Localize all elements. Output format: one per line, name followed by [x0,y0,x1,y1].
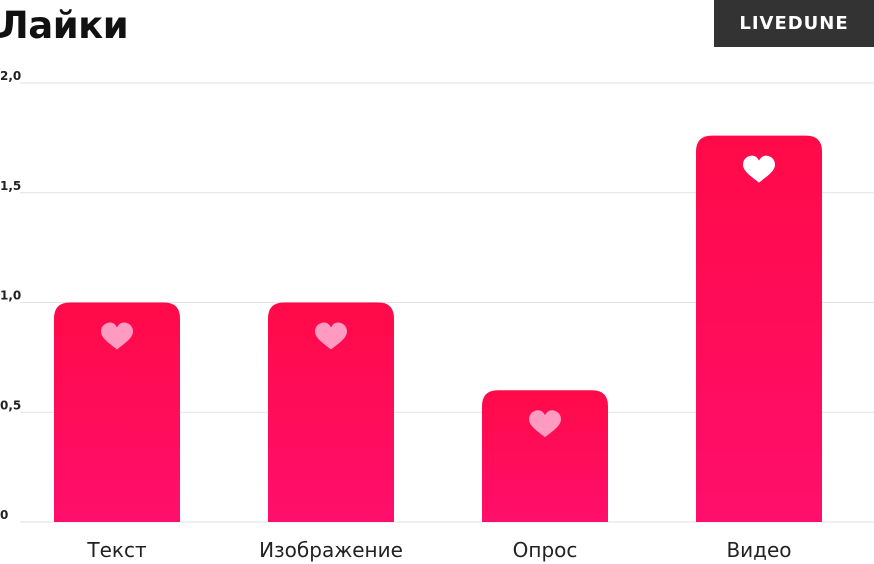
x-category-label: Изображение [259,538,403,562]
y-tick-label: 1,0 [0,289,21,303]
heart-icon [529,410,561,438]
y-tick-label: 1,5 [0,179,21,193]
heart-icon [315,322,347,350]
heart-icon [743,155,775,183]
x-axis-labels: Текст Изображение Опрос Видео [86,538,791,562]
y-tick-label: 0 [0,508,8,522]
y-axis-ticks: 0 0,5 1,0 1,5 2,0 [0,69,21,522]
x-category-label: Опрос [513,538,578,562]
bar-1 [54,302,180,522]
x-category-label: Видео [726,538,791,562]
x-category-label: Текст [86,538,147,562]
heart-icon [101,322,133,350]
bar-3 [482,390,608,522]
bar-4 [696,135,822,522]
bars [54,135,822,522]
livedune-logo: LIVEDUNE [714,0,874,47]
bar-2 [268,302,394,522]
chart-title: Лайки [0,4,129,47]
y-tick-label: 0,5 [0,398,21,412]
y-tick-label: 2,0 [0,69,21,83]
